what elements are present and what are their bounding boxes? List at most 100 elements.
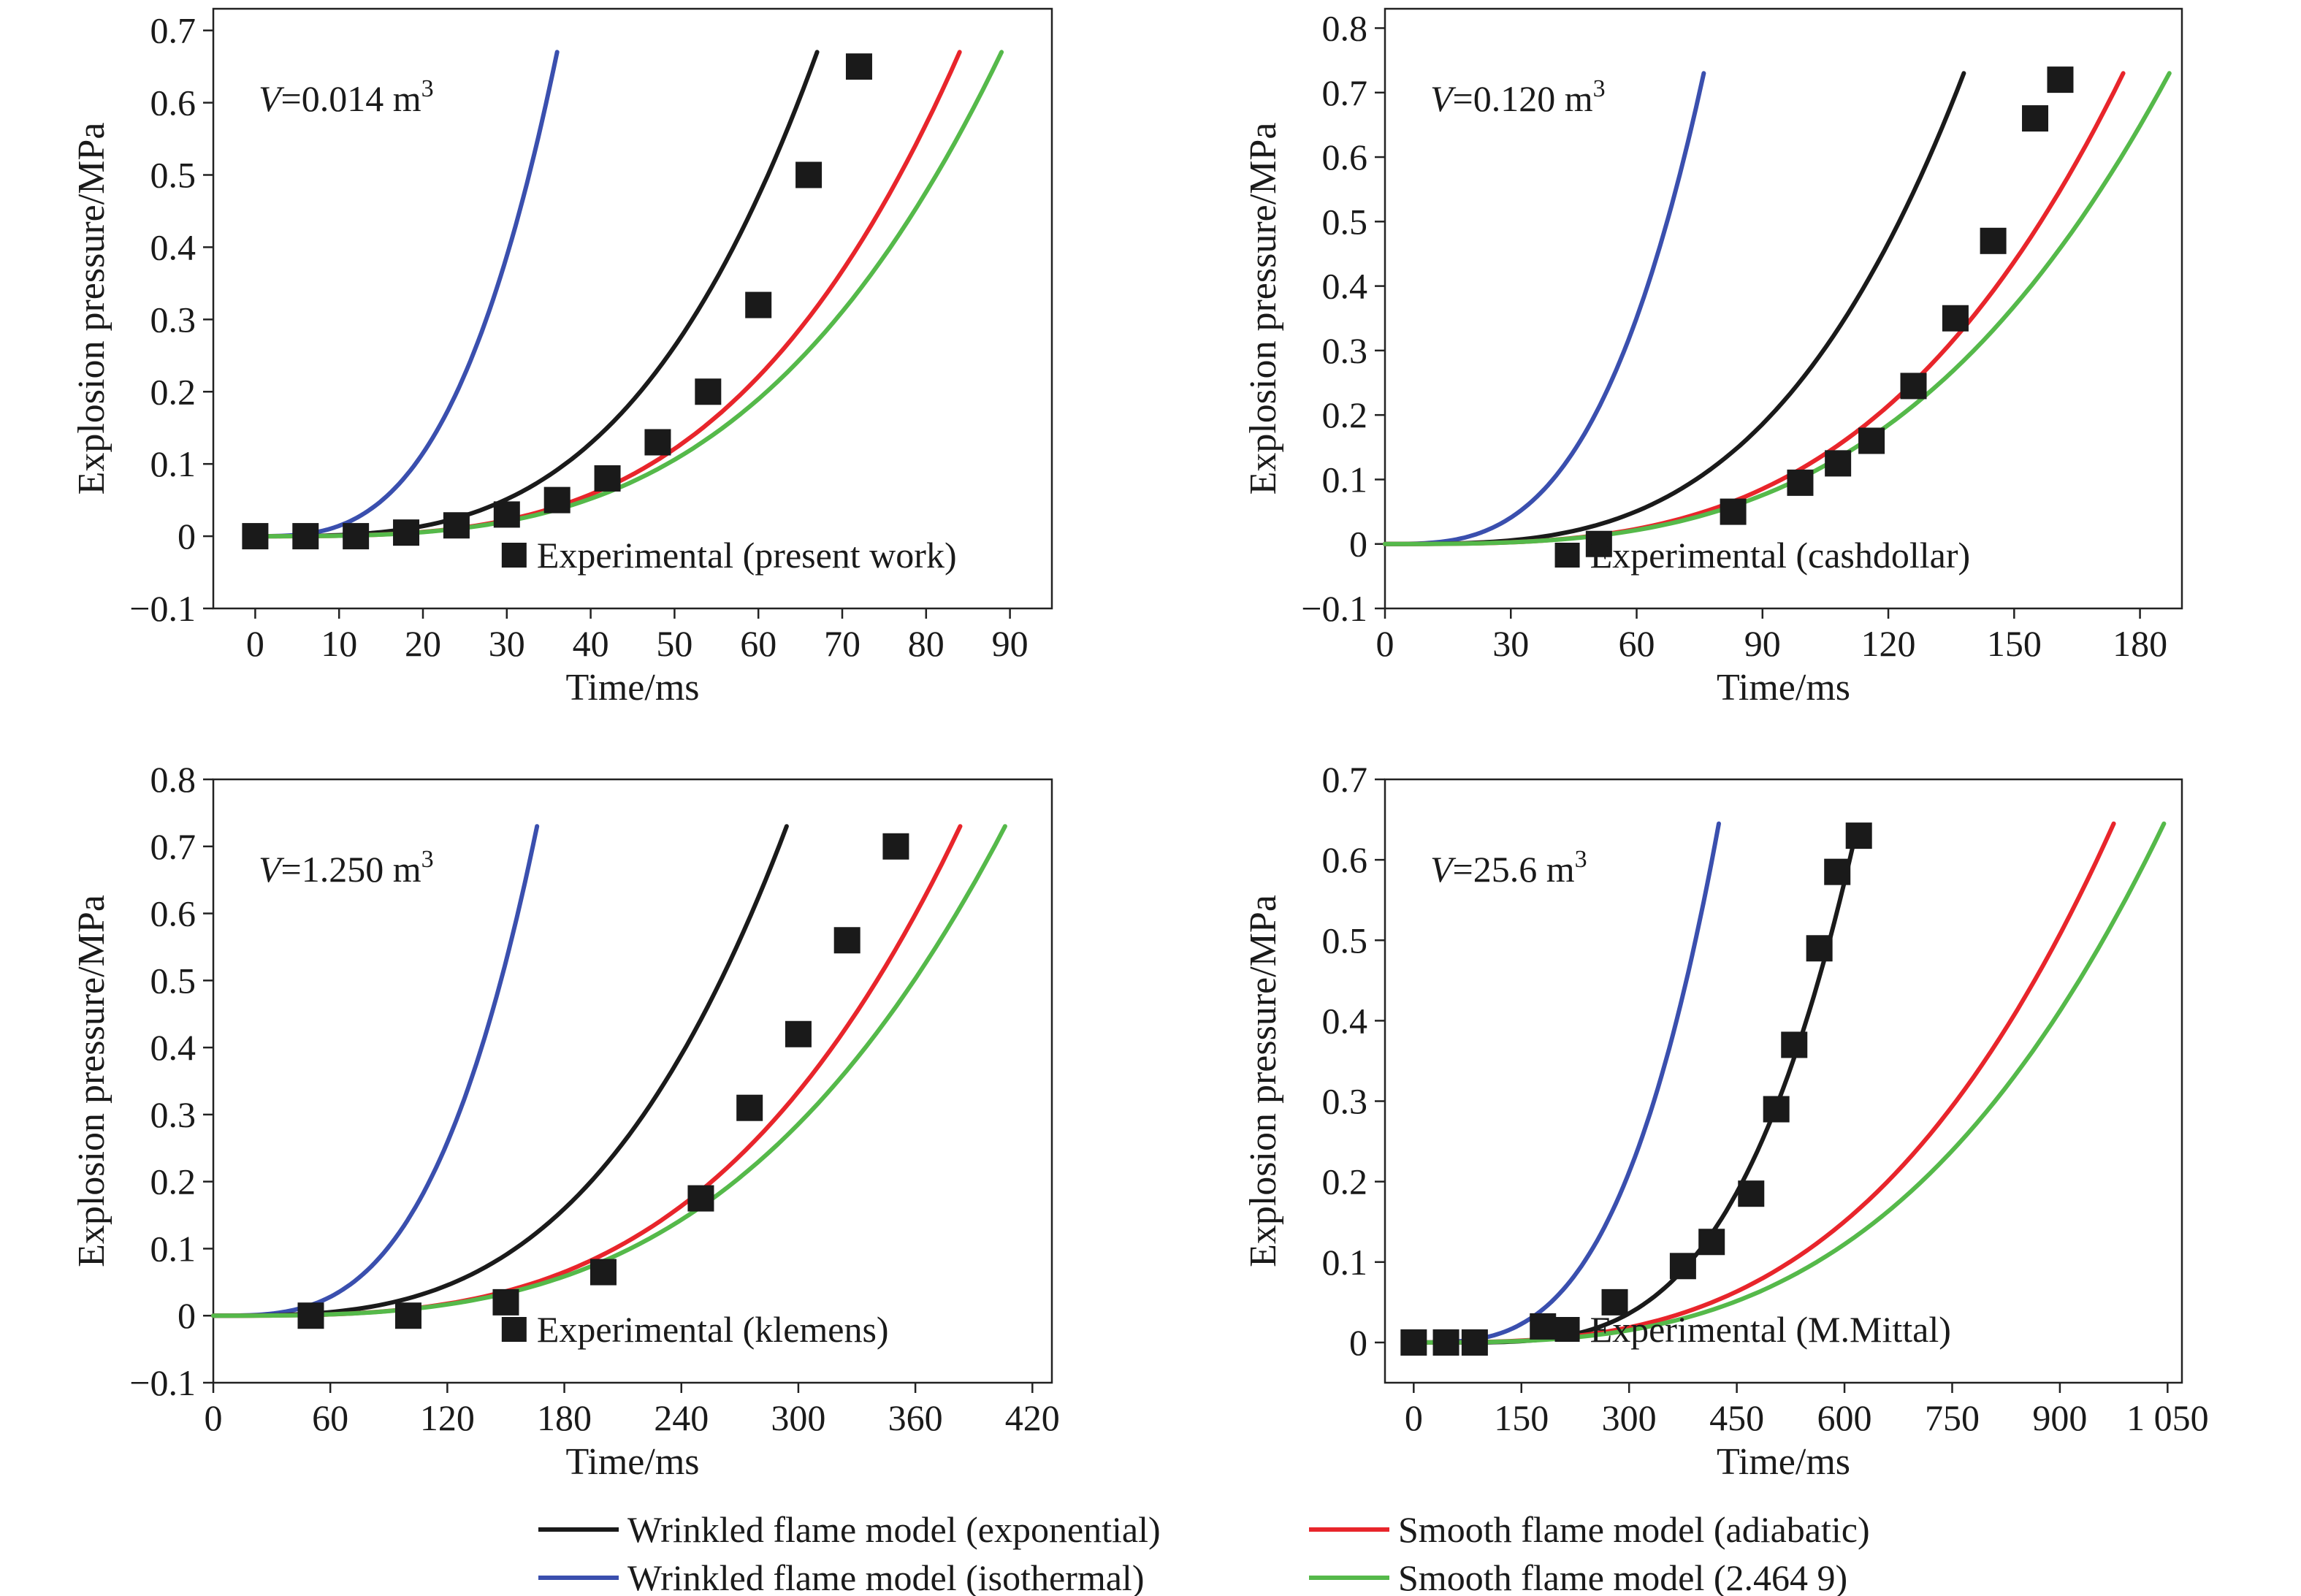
experimental-point — [1669, 1253, 1696, 1280]
series-line-exponential — [1383, 71, 1966, 546]
experimental-point — [443, 512, 470, 539]
y-tick-label: 0.7 — [1322, 72, 1368, 113]
x-tick-label: 420 — [1005, 1397, 1060, 1438]
experimental-point — [745, 291, 772, 318]
experimental-point — [695, 378, 722, 405]
experimental-point — [1825, 450, 1852, 477]
x-axis-label: Time/ms — [565, 667, 699, 709]
experimental-point — [292, 523, 319, 550]
experimental-legend-label: Experimental (klemens) — [537, 1309, 889, 1350]
experimental-point — [1980, 227, 2007, 254]
experimental-legend-label: Experimental (present work) — [537, 535, 957, 576]
experimental-point — [1601, 1288, 1628, 1316]
series-line-smooth — [1383, 71, 2172, 546]
experimental-point — [1763, 1096, 1790, 1123]
y-tick-label: 0 — [1349, 1322, 1367, 1363]
chart-panel-bottom-left: 0 60 120 180 240 300 360 420−0.100.10.20.30.40.… — [71, 759, 1060, 1483]
y-tick-label: 0.1 — [150, 1228, 196, 1269]
y-tick-label: 0.6 — [150, 83, 196, 123]
y-tick-label: 0.1 — [150, 443, 196, 484]
legend-label-exponential: Wrinkled flame model (exponential) — [627, 1509, 1161, 1550]
x-tick-label: 750 — [1925, 1397, 1980, 1438]
experimental-point — [1806, 935, 1833, 962]
y-tick-label: 0 — [1349, 524, 1367, 565]
experimental-legend-marker — [501, 543, 527, 568]
x-tick-label: 60 — [312, 1397, 348, 1438]
experimental-point — [785, 1020, 812, 1047]
x-axis-label: Time/ms — [1717, 1441, 1850, 1483]
experimental-point — [1400, 1329, 1427, 1356]
experimental-point — [589, 1259, 617, 1286]
y-tick-label: 0.7 — [1322, 759, 1368, 800]
y-axis-label: Explosion pressure/MPa — [1243, 895, 1284, 1267]
experimental-point — [1530, 1313, 1557, 1340]
x-tick-label: 0 — [1405, 1397, 1423, 1438]
experimental-point — [1698, 1229, 1725, 1256]
y-axis-label: Explosion pressure/MPa — [71, 123, 112, 495]
x-tick-label: 90 — [1744, 623, 1781, 664]
experimental-legend-label: Experimental (cashdollar) — [1590, 535, 1971, 576]
x-tick-label: 60 — [740, 623, 776, 664]
legend-label-isothermal: Wrinkled flame model (isothermal) — [627, 1557, 1144, 1596]
experimental-point — [594, 465, 621, 492]
series-line-smooth — [211, 824, 1007, 1318]
y-tick-label: 0.3 — [150, 1094, 196, 1135]
y-tick-label: 0.4 — [1322, 1000, 1368, 1041]
y-tick-label: 0.7 — [150, 826, 196, 867]
y-tick-label: 0.8 — [1322, 7, 1368, 48]
x-tick-label: 300 — [771, 1397, 825, 1438]
experimental-point — [845, 53, 872, 80]
y-axis-label: Explosion pressure/MPa — [71, 895, 112, 1267]
chart-panel-top-left: 0 10 20 30 40 50 60 70 80 90 −0.1 0 0.1 0.2 0.3 0.4 0.5 0… — [71, 7, 1053, 709]
y-tick-label: 0 — [178, 1295, 196, 1336]
volume-label: V=1.250 m3 — [259, 846, 434, 890]
x-axis-label: Time/ms — [565, 1441, 699, 1483]
experimental-point — [393, 519, 420, 546]
experimental-point — [1787, 469, 1814, 496]
experimental-point — [242, 523, 269, 550]
x-tick-label: 900 — [2032, 1397, 2087, 1438]
chart-panel-bottom-right: 0 150 300 450 600 750 900 1 050 0 0.1 0.2 0.3 0.4 0.5… — [1243, 759, 2209, 1483]
x-tick-label: 1 050 — [2126, 1397, 2209, 1438]
legend-label-smooth: Smooth flame model (2.464 9) — [1398, 1557, 1847, 1596]
experimental-point — [1942, 305, 1969, 332]
experimental-point — [882, 833, 909, 860]
x-tick-label: 120 — [1861, 623, 1916, 664]
x-tick-label: 90 — [992, 623, 1029, 664]
series-line-isothermal — [253, 50, 560, 539]
y-tick-label: 0.7 — [150, 10, 196, 51]
experimental-legend-marker — [1554, 1317, 1580, 1342]
series-line-isothermal — [1383, 71, 1706, 546]
y-tick-label: −0.1 — [129, 588, 196, 629]
y-tick-label: 0.2 — [1322, 394, 1368, 435]
experimental-point — [394, 1302, 421, 1329]
experimental-point — [2022, 105, 2049, 132]
experimental-point — [297, 1302, 324, 1329]
y-tick-label: 0.5 — [1322, 920, 1368, 961]
x-tick-label: 150 — [1987, 623, 2042, 664]
experimental-point — [687, 1185, 714, 1212]
plot-frame — [212, 7, 1053, 610]
volume-label: V=0.014 m3 — [259, 75, 434, 119]
y-axis-label: Explosion pressure/MPa — [1243, 123, 1284, 495]
experimental-point — [1824, 858, 1851, 885]
y-tick-label: 0.1 — [1322, 459, 1368, 500]
x-tick-label: 70 — [824, 623, 861, 664]
experimental-point — [1585, 530, 1612, 557]
series-line-exponential — [1411, 833, 1858, 1345]
x-tick-label: 60 — [1619, 623, 1655, 664]
x-tick-label: 50 — [656, 623, 692, 664]
y-tick-label: 0.6 — [150, 893, 196, 934]
experimental-point — [1845, 822, 1872, 849]
y-tick-label: 0.6 — [1322, 137, 1368, 177]
x-tick-label: 300 — [1602, 1397, 1657, 1438]
y-tick-label: 0.4 — [150, 226, 196, 267]
chart-panel-top-right: 0 30 60 90 120 150 180−0.100.10.20.30.40.50.60… — [1243, 7, 2183, 709]
x-tick-label: 80 — [908, 623, 945, 664]
y-tick-label: 0.2 — [150, 371, 196, 412]
y-tick-label: 0.3 — [1322, 330, 1368, 371]
y-tick-label: −0.1 — [129, 1362, 196, 1403]
x-tick-label: 20 — [405, 623, 441, 664]
x-tick-label: 150 — [1494, 1397, 1549, 1438]
